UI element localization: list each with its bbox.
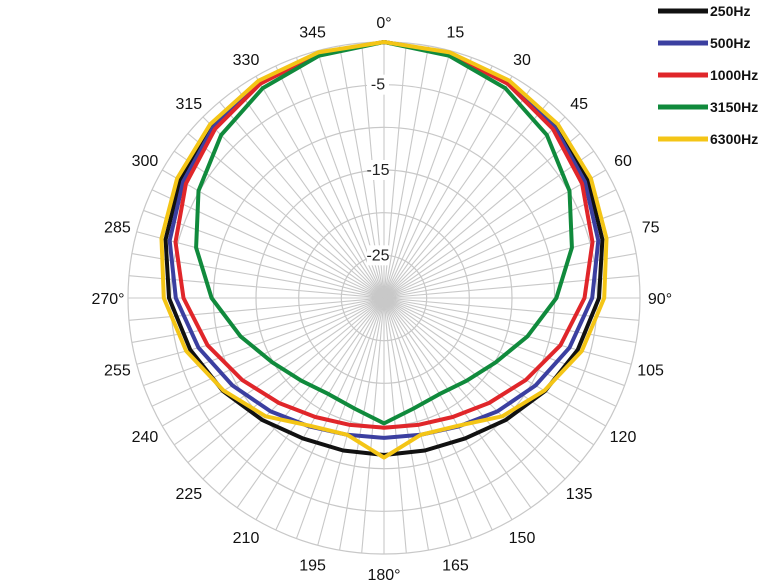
grid-spoke [173, 297, 385, 446]
angle-tick-label: 300 [132, 153, 159, 170]
grid-spoke [383, 275, 640, 299]
radial-tick-label-bg [367, 74, 389, 95]
grid-spoke [173, 150, 385, 299]
polar-grid [127, 41, 641, 555]
legend-label: 6300Hz [710, 131, 758, 147]
radial-tick-label-bg [367, 160, 389, 180]
grid-spoke [383, 231, 632, 299]
grid-spoke [383, 297, 473, 539]
series-line-500hz [167, 40, 601, 440]
angle-tick-label: 225 [175, 486, 202, 503]
grid-spoke [151, 297, 385, 407]
series-line-250hz [163, 40, 605, 457]
grid-spoke [275, 65, 385, 299]
grid-spoke [136, 297, 385, 365]
grid-spoke [383, 87, 532, 299]
legend-label: 250Hz [710, 3, 750, 19]
grid-spoke [317, 297, 385, 546]
grid-spoke [383, 133, 581, 299]
grid-spoke [151, 189, 385, 299]
angle-tick-label: 75 [642, 220, 660, 237]
grid-spoke [136, 231, 385, 299]
grid-spoke [383, 76, 513, 299]
grid-spoke [128, 275, 385, 299]
grid-spoke [383, 297, 451, 546]
grid-spoke [383, 297, 532, 509]
grid-spoke [143, 209, 385, 299]
grid-spoke [131, 297, 385, 343]
grid-spoke [383, 297, 625, 387]
radial-tick-label-bg [367, 245, 389, 266]
angle-tick-label: 60 [614, 153, 632, 170]
legend: 250Hz 500Hz 1000Hz 3150Hz 6300Hz [658, 3, 758, 147]
angle-tick-label: 0° [376, 15, 391, 32]
grid-spoke [143, 297, 385, 387]
radial-tick-label: -25 [366, 247, 389, 264]
radial-tick-label: -5 [371, 77, 385, 94]
angle-tick-label: 45 [570, 96, 588, 113]
angle-tick-label: 135 [566, 486, 593, 503]
grid-spoke [202, 116, 385, 299]
angle-tick-label: 210 [233, 530, 260, 547]
series-line-6300hz [159, 40, 609, 460]
grid-spoke [295, 297, 385, 539]
angle-tick-label: 195 [299, 558, 326, 575]
angle-tick-label: 15 [447, 24, 465, 41]
angle-tick-labels: 0° 15 30 45 60 75 90° 105 120 135 150 165 180° 195 210… [91, 15, 672, 584]
angle-tick-label: 330 [233, 52, 260, 69]
grid-spoke [187, 297, 385, 463]
grid-spoke [383, 116, 566, 299]
legend-label: 3150Hz [710, 99, 758, 115]
series-lines [159, 40, 609, 460]
grid-spoke [383, 297, 549, 495]
grid-spoke [383, 297, 595, 446]
grid-spoke [383, 101, 549, 299]
grid-spoke [383, 50, 451, 299]
angle-tick-label: 120 [610, 429, 637, 446]
series-line-1000hz [173, 40, 595, 430]
grid-spoke [131, 253, 385, 299]
grid-spoke [383, 297, 632, 365]
grid-spoke [275, 297, 385, 531]
grid-spoke [383, 297, 637, 343]
grid-spoke [383, 45, 429, 299]
grid-spoke [236, 87, 385, 299]
grid-spoke [383, 297, 566, 480]
angle-tick-label: 285 [104, 220, 131, 237]
radial-tick-label: -15 [366, 162, 389, 179]
angle-tick-label: 150 [509, 530, 536, 547]
angle-tick-label: 345 [299, 24, 326, 41]
grid-spoke [383, 65, 493, 299]
grid-spoke [383, 189, 617, 299]
grid-spoke [255, 297, 385, 520]
angle-tick-label: 90° [648, 291, 672, 308]
grid-spoke [383, 297, 617, 407]
angle-tick-label: 270° [91, 291, 124, 308]
radial-tick-labels: -5 -15 -25 [366, 74, 390, 266]
angle-tick-label: 165 [442, 558, 469, 575]
grid-spoke [383, 297, 493, 531]
grid-spoke [255, 76, 385, 299]
legend-label: 500Hz [710, 35, 750, 51]
grid-spoke [383, 253, 637, 299]
angle-tick-label: 30 [513, 52, 531, 69]
angle-tick-label: 315 [175, 96, 202, 113]
grid-spoke [219, 101, 385, 299]
grid-spoke [219, 297, 385, 495]
series-line-3150hz [194, 40, 574, 426]
grid-spoke [383, 297, 581, 463]
angle-tick-label: 255 [104, 362, 131, 379]
grid-spoke [383, 150, 595, 299]
angle-tick-label: 105 [637, 362, 664, 379]
grid-spoke [383, 209, 625, 299]
grid-spoke [383, 297, 513, 520]
legend-label: 1000Hz [710, 67, 758, 83]
grid-spoke [187, 133, 385, 299]
grid-spoke [236, 297, 385, 509]
angle-tick-label: 240 [132, 429, 159, 446]
angle-tick-label: 180° [367, 567, 400, 584]
grid-spoke [202, 297, 385, 480]
grid-spoke [383, 57, 473, 299]
